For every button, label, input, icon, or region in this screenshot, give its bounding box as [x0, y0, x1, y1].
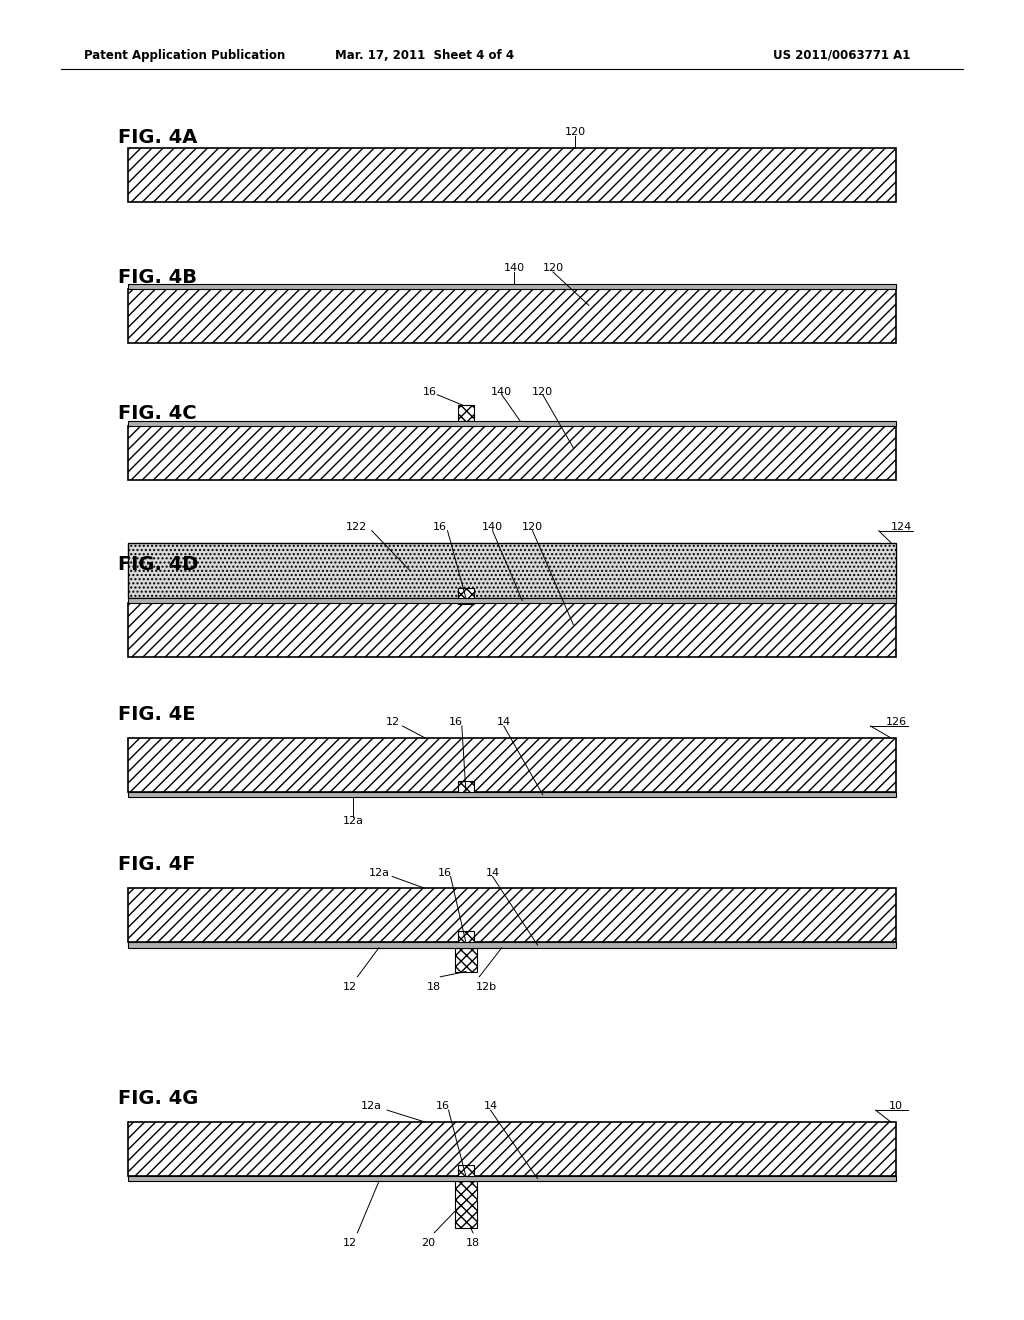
Bar	[128, 148, 896, 202]
Bar	[458, 589, 474, 605]
Text: 12b: 12b	[476, 982, 497, 993]
Text: Patent Application Publication: Patent Application Publication	[84, 49, 286, 62]
Bar	[458, 932, 474, 948]
Text: 12: 12	[343, 1238, 357, 1249]
Text: 12a: 12a	[343, 816, 364, 826]
Text: 140: 140	[482, 521, 503, 532]
Text: FIG. 4F: FIG. 4F	[118, 855, 196, 874]
Text: FIG. 4E: FIG. 4E	[118, 705, 196, 723]
Text: 16: 16	[423, 387, 437, 397]
Text: 12: 12	[386, 717, 400, 727]
Text: 120: 120	[522, 521, 543, 532]
Text: 140: 140	[504, 263, 524, 273]
Bar	[128, 1122, 896, 1176]
Text: 12a: 12a	[369, 867, 389, 878]
Text: 16: 16	[437, 867, 452, 878]
Text: US 2011/0063771 A1: US 2011/0063771 A1	[773, 49, 910, 62]
Text: 120: 120	[543, 263, 563, 273]
Bar	[458, 1166, 474, 1181]
Bar	[128, 1176, 896, 1181]
Text: 18: 18	[427, 982, 441, 993]
Text: FIG. 4A: FIG. 4A	[118, 128, 198, 147]
Text: 124: 124	[891, 521, 911, 532]
Text: 16: 16	[449, 717, 463, 727]
Bar	[128, 603, 896, 657]
Text: 122: 122	[346, 521, 367, 532]
Bar	[458, 405, 474, 421]
Bar	[455, 1181, 477, 1228]
Bar	[128, 598, 896, 603]
Bar	[128, 942, 896, 948]
Text: 120: 120	[565, 127, 586, 137]
Text: 14: 14	[485, 867, 500, 878]
Text: 126: 126	[886, 717, 906, 727]
Text: Mar. 17, 2011  Sheet 4 of 4: Mar. 17, 2011 Sheet 4 of 4	[336, 49, 514, 62]
Text: FIG. 4D: FIG. 4D	[118, 556, 198, 574]
Bar	[128, 421, 896, 426]
Text: FIG. 4B: FIG. 4B	[118, 268, 197, 286]
Bar	[128, 426, 896, 480]
Bar	[455, 948, 477, 972]
Bar	[128, 543, 896, 598]
Bar	[128, 888, 896, 942]
Text: 14: 14	[497, 717, 511, 727]
Bar	[128, 792, 896, 797]
Text: 20: 20	[421, 1238, 435, 1249]
Text: 12: 12	[343, 982, 357, 993]
Text: 120: 120	[532, 387, 553, 397]
Text: FIG. 4C: FIG. 4C	[118, 404, 197, 422]
Text: 12a: 12a	[361, 1101, 382, 1111]
Text: 16: 16	[433, 521, 447, 532]
Bar	[128, 284, 896, 289]
Text: 140: 140	[492, 387, 512, 397]
Text: 16: 16	[435, 1101, 450, 1111]
Bar	[128, 738, 896, 792]
Bar	[128, 289, 896, 343]
Text: 14: 14	[483, 1101, 498, 1111]
Text: 10: 10	[889, 1101, 903, 1111]
Text: 18: 18	[466, 1238, 480, 1249]
Bar	[458, 781, 474, 797]
Text: FIG. 4G: FIG. 4G	[118, 1089, 198, 1107]
